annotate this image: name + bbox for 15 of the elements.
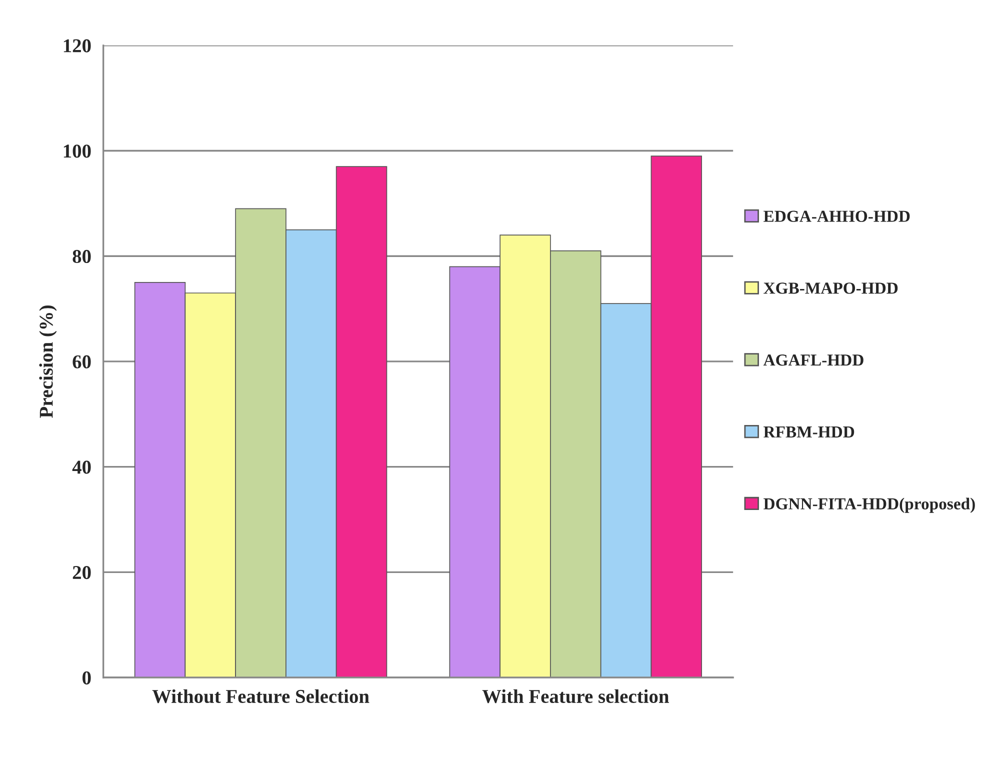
x-tick-label: Without Feature Selection (152, 689, 370, 704)
legend-label: AGAFL-HDD (763, 354, 864, 366)
legend-label: EDGA-AHHO-HDD (764, 210, 910, 222)
y-tick-label: 20 (72, 566, 91, 580)
y-tick-label: 60 (72, 355, 91, 368)
legend-label: RFBM-HDD (764, 426, 854, 438)
legend-label: DGNN-FITA-HDD(proposed) (764, 498, 975, 513)
y-tick-label: 80 (72, 250, 91, 264)
y-tick-label: 0 (82, 671, 91, 684)
legend-label: XGB-MAPO-HDD (764, 282, 898, 294)
y-tick-label: 100 (64, 144, 91, 158)
y-axis-title: Precision (%) (39, 306, 57, 418)
y-tick-label: 40 (72, 460, 91, 474)
y-tick-label: 120 (64, 39, 91, 52)
x-tick-label: With Feature selection (482, 689, 669, 704)
